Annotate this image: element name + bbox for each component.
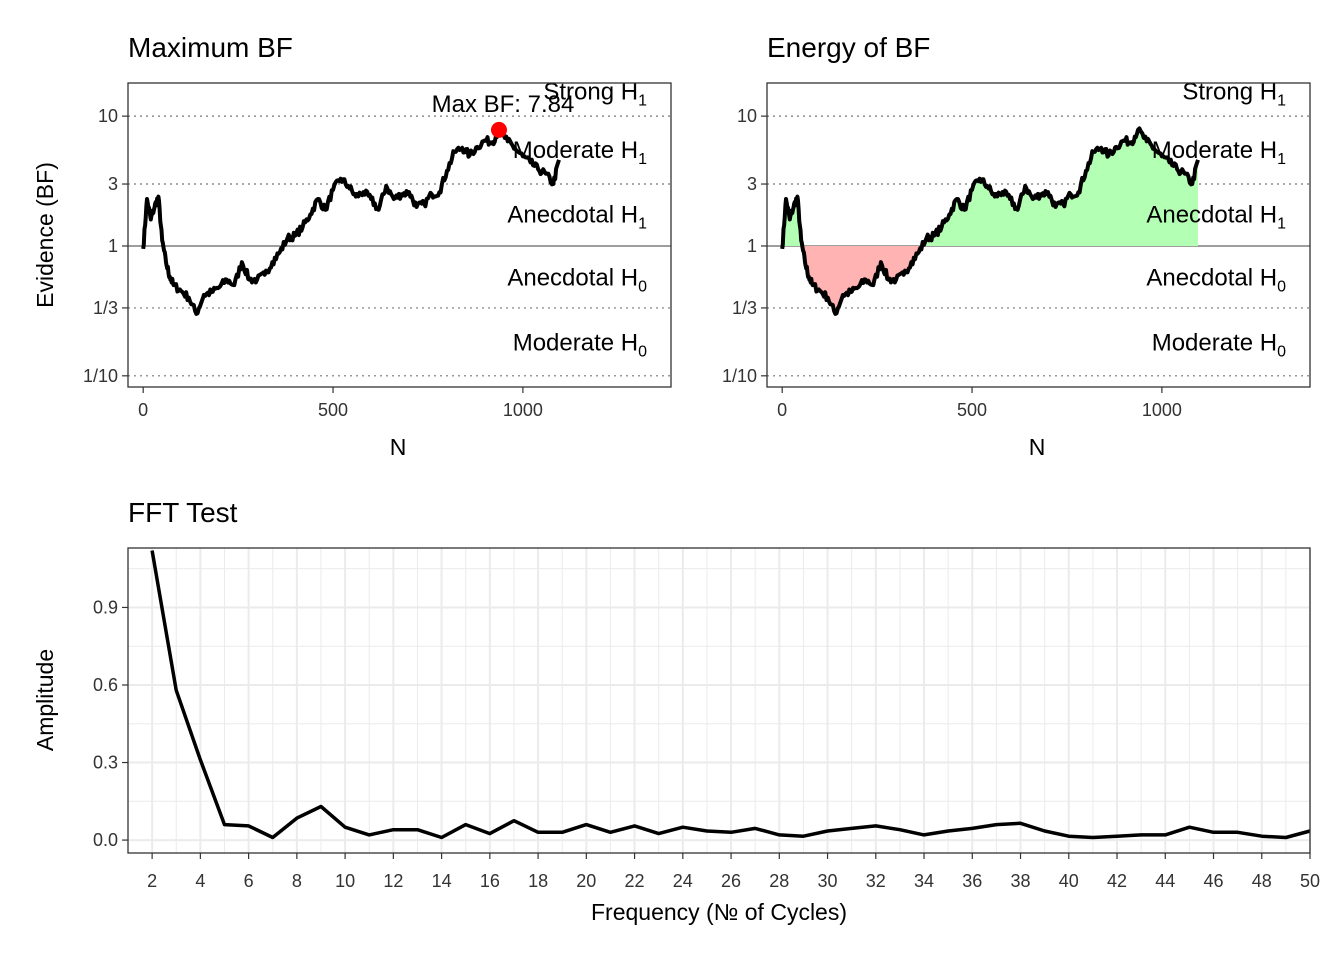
evidence-category-label: Moderate H0 (1152, 330, 1286, 361)
x-tick-label: 28 (769, 871, 789, 891)
y-tick-label: 1 (108, 236, 118, 256)
x-tick-label: 36 (962, 871, 982, 891)
y-tick-label: 0.0 (93, 830, 118, 850)
max-bf-point (490, 121, 507, 138)
x-tick-label: 10 (335, 871, 355, 891)
panel-border (766, 82, 1311, 388)
panel-fft-test: FFT Test 0.00.30.60.92 4 6 8 10 12 14 16 18 20 22 2… (32, 497, 1320, 925)
x-tick-label: 32 (866, 871, 886, 891)
y-tick-label: 1 (747, 236, 757, 256)
x-axis-label: Frequency (№ of Cycles) (591, 899, 847, 925)
x-tick-label: 42 (1107, 871, 1127, 891)
x-tick-label: 38 (1011, 871, 1031, 891)
x-tick-label: 6 (244, 871, 254, 891)
y-tick-label: 1/3 (732, 298, 757, 318)
panel-title: Energy of BF (767, 32, 930, 63)
x-tick-label: 22 (625, 871, 645, 891)
y-axis-label: Amplitude (32, 649, 58, 751)
y-tick-label: 0.6 (93, 675, 118, 695)
x-tick-label: 40 (1059, 871, 1079, 891)
y-tick-label: 3 (108, 174, 118, 194)
panel-title: Maximum BF (128, 32, 293, 63)
x-tick-label: 12 (383, 871, 403, 891)
evidence-category-label: Anecdotal H0 (1146, 265, 1286, 296)
panel-border (127, 82, 672, 388)
x-tick-label: 1000 (1142, 400, 1182, 420)
evidence-category-label: Anecdotal H1 (1146, 201, 1286, 232)
evidence-category-label: Anecdotal H0 (507, 265, 647, 296)
x-tick-label: 44 (1155, 871, 1175, 891)
x-tick-label: 50 (1300, 871, 1320, 891)
y-tick-label: 1/10 (722, 366, 757, 386)
bf-series-line (780, 126, 1200, 316)
x-tick-label: 8 (292, 871, 302, 891)
y-tick-label: 1/10 (83, 366, 118, 386)
y-tick-label: 1/3 (93, 298, 118, 318)
x-tick-label: 1000 (503, 400, 543, 420)
x-tick-label: 0 (138, 400, 148, 420)
y-tick-label: 0.3 (93, 753, 118, 773)
evidence-gridlines (128, 115, 671, 377)
panel-border (127, 547, 1311, 854)
plot-background (128, 548, 1310, 853)
y-tick-label: 0.9 (93, 597, 118, 617)
evidence-category-label: Moderate H0 (513, 330, 647, 361)
fft-amplitude-line (150, 550, 1311, 840)
x-tick-label: 48 (1252, 871, 1272, 891)
y-tick-label: 3 (747, 174, 757, 194)
y-tick-label: 10 (737, 106, 757, 126)
x-tick-label: 34 (914, 871, 934, 891)
x-axis-label: N (1029, 434, 1046, 460)
axis-ticks: 10 3 1 1/3 1/10 0 500 1000 (722, 106, 1182, 420)
evidence-category-label: Anecdotal H1 (507, 201, 647, 232)
x-tick-label: 46 (1203, 871, 1223, 891)
bf-series-line (141, 126, 561, 316)
x-tick-label: 4 (195, 871, 205, 891)
x-tick-label: 30 (818, 871, 838, 891)
panel-title: FFT Test (128, 497, 238, 528)
x-tick-label: 26 (721, 871, 741, 891)
x-tick-label: 500 (957, 400, 987, 420)
x-tick-label: 2 (147, 871, 157, 891)
x-tick-label: 500 (318, 400, 348, 420)
x-tick-label: 20 (576, 871, 596, 891)
max-bf-label: Max BF: 7.84 (432, 91, 575, 118)
axis-ticks: 10 3 1 1/3 1/10 0 500 1000 (83, 106, 543, 420)
y-axis-label: Evidence (BF) (32, 162, 58, 308)
x-tick-label: 14 (432, 871, 452, 891)
x-tick-label: 0 (777, 400, 787, 420)
x-tick-label: 18 (528, 871, 548, 891)
negative-energy-area (782, 245, 1198, 314)
positive-energy-area (782, 128, 1198, 246)
x-tick-label: 16 (480, 871, 500, 891)
x-axis-label: N (390, 434, 407, 460)
y-tick-label: 10 (98, 106, 118, 126)
x-tick-label: 24 (673, 871, 693, 891)
axis-ticks: 0.00.30.60.92 4 6 8 10 12 14 16 18 20 22 24 26 28 30 32… (93, 597, 1320, 891)
